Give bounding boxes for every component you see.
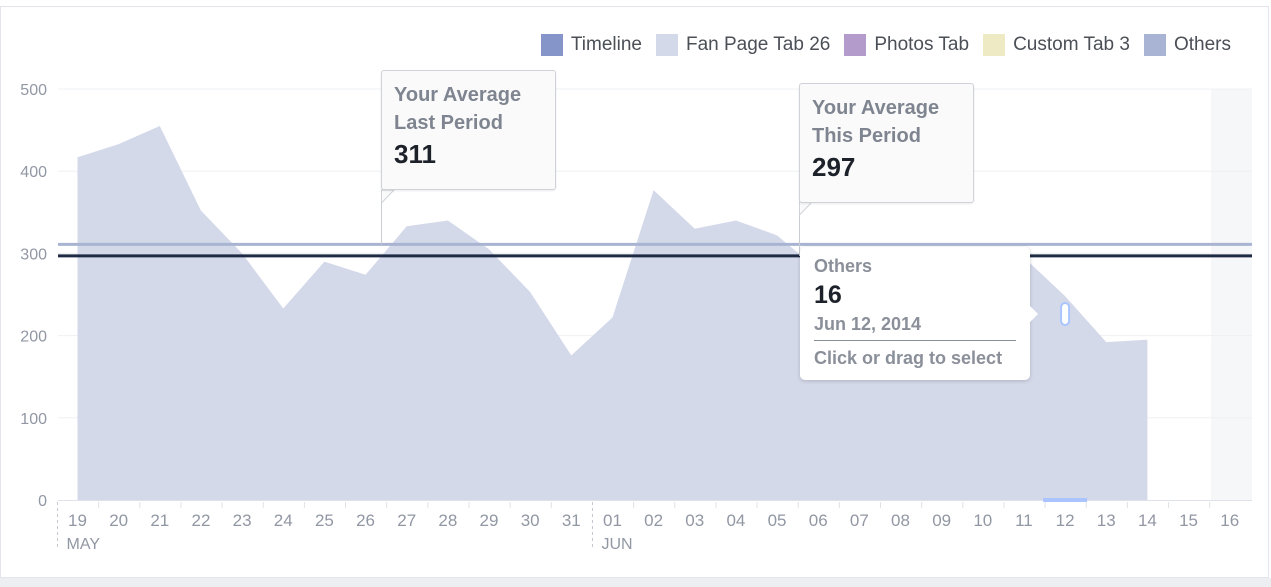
x-tick-label: 13 <box>1097 511 1116 530</box>
x-tick-label: 29 <box>480 511 499 530</box>
month-label: JUN <box>601 536 632 553</box>
tooltip-label-line1: Your Average <box>394 84 522 106</box>
tooltip-this-pointer <box>799 201 814 217</box>
tooltip-label-line2: Last Period <box>394 112 503 134</box>
chart-legend: Timeline Fan Page Tab 26 Photos Tab Custom … <box>540 34 1231 56</box>
legend-label: Custom Tab 3 <box>1013 34 1130 55</box>
y-tick-label: 0 <box>38 493 47 510</box>
x-tick-label: 24 <box>274 511 293 530</box>
hover-tooltip-arrow <box>1029 305 1038 323</box>
bottom-bar <box>0 578 1271 587</box>
x-tick-label: 08 <box>891 511 910 530</box>
tooltip-last-pointer <box>381 189 396 205</box>
legend-item[interactable]: Photos Tab <box>844 34 969 56</box>
x-tick-label: 25 <box>315 511 334 530</box>
legend-swatch <box>844 34 867 56</box>
selection-highlight <box>1043 498 1088 502</box>
hover-value: 16 <box>814 281 842 309</box>
average-last-period-tooltip: Your Average Last Period 311 <box>381 70 556 190</box>
legend-item[interactable]: Fan Page Tab 26 <box>655 34 831 56</box>
x-tick-label: 21 <box>150 511 169 530</box>
x-tick-label: 10 <box>973 511 992 530</box>
y-tick-label: 500 <box>20 82 47 99</box>
x-tick-label: 11 <box>1015 511 1033 530</box>
x-tick-label: 04 <box>726 511 745 530</box>
selection-handle[interactable] <box>1060 302 1071 326</box>
y-tick-label: 300 <box>20 246 47 263</box>
hover-date: Jun 12, 2014 <box>814 313 1016 341</box>
average-last-period-value: 311 <box>394 139 436 169</box>
hover-hint: Click or drag to select <box>814 348 1003 368</box>
x-tick-label: 05 <box>768 511 787 530</box>
hover-tooltip: Others 16 Jun 12, 2014 Click or drag to … <box>800 247 1030 380</box>
legend-label: Fan Page Tab 26 <box>685 34 831 55</box>
y-tick-label: 100 <box>20 411 47 428</box>
average-this-period-value: 297 <box>812 152 856 182</box>
legend-swatch <box>1143 34 1166 56</box>
tooltip-label-line2: This Period <box>812 125 921 147</box>
legend-item[interactable]: Timeline <box>540 34 642 56</box>
legend-label: Timeline <box>570 34 642 55</box>
x-tick-label: 16 <box>1220 511 1239 530</box>
tooltip-label-line1: Your Average <box>812 97 940 119</box>
month-label: MAY <box>67 536 101 553</box>
x-tick-label: 12 <box>1056 511 1075 530</box>
x-tick-label: 07 <box>850 511 869 530</box>
hover-series-name: Others <box>814 256 873 276</box>
x-tick-label: 22 <box>191 511 210 530</box>
legend-label: Photos Tab <box>874 34 970 55</box>
x-tick-label: 03 <box>685 511 704 530</box>
legend-item[interactable]: Others <box>1143 34 1231 56</box>
x-tick-label: 06 <box>809 511 828 530</box>
legend-swatch <box>983 34 1006 56</box>
x-tick-label: 26 <box>356 511 375 530</box>
y-tick-label: 400 <box>20 164 47 181</box>
x-tick-label: 19 <box>68 511 87 530</box>
x-tick-label: 14 <box>1138 511 1157 530</box>
x-tick-label: 27 <box>397 511 416 530</box>
series-area-fan-page-tab-26[interactable] <box>77 125 1148 501</box>
x-tick-label: 28 <box>438 511 457 530</box>
x-tick-label: 30 <box>521 511 540 530</box>
x-tick-label: 23 <box>233 511 252 530</box>
x-tick-label: 20 <box>109 511 128 530</box>
legend-item[interactable]: Custom Tab 3 <box>983 34 1130 56</box>
x-tick-label: 09 <box>932 511 951 530</box>
x-tick-label: 15 <box>1179 511 1198 530</box>
legend-swatch <box>540 34 563 56</box>
x-tick-label: 02 <box>644 511 663 530</box>
x-tick-label: 01 <box>603 511 622 530</box>
average-this-period-tooltip: Your Average This Period 297 <box>799 83 974 203</box>
future-range-band <box>1211 89 1252 500</box>
y-tick-label: 200 <box>20 329 47 346</box>
legend-label: Others <box>1173 34 1231 55</box>
x-tick-label: 31 <box>562 511 581 530</box>
legend-swatch <box>655 34 678 56</box>
